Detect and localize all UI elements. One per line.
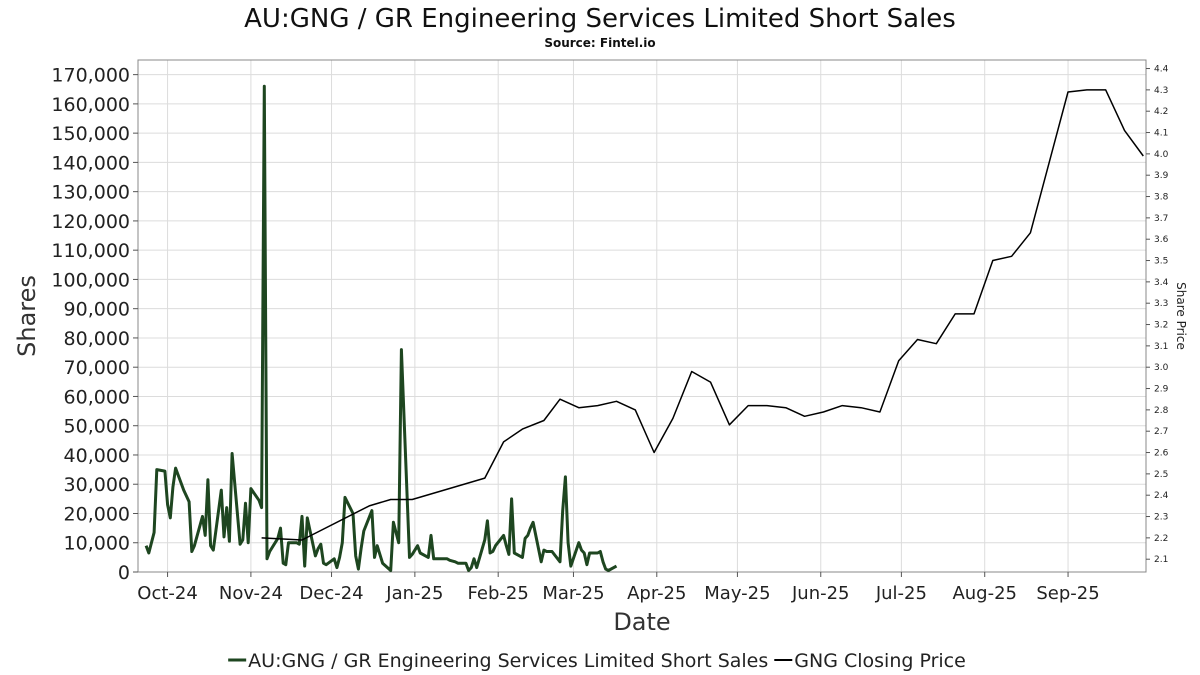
x-tick-label: Mar-25 xyxy=(542,583,604,604)
x-tick-label: Jun-25 xyxy=(791,583,850,604)
y2-tick-label: 2.1 xyxy=(1154,555,1168,565)
y2-tick-label: 2.2 xyxy=(1154,534,1168,544)
x-tick-label: Feb-25 xyxy=(468,583,529,604)
y2-tick-label: 4.2 xyxy=(1154,107,1168,117)
x-axis-label: Date xyxy=(613,608,670,636)
y-tick-label: 130,000 xyxy=(51,182,130,204)
right-axis-ticks: 2.1 2.2 2.3 2.4 2.5 2.6 2.7 2.8 2.9 3.0 3.1 3.2 3.3 3… xyxy=(1146,65,1169,565)
y2-tick-label: 3.6 xyxy=(1154,235,1169,245)
chart-title: AU:GNG / GR Engineering Services Limited… xyxy=(244,4,956,34)
y2-tick-label: 3.5 xyxy=(1154,257,1168,267)
chart-subtitle: Source: Fintel.io xyxy=(544,36,655,50)
x-tick-label: Jan-25 xyxy=(385,583,443,604)
y-tick-label: 0 xyxy=(118,562,130,584)
y-tick-label: 90,000 xyxy=(64,299,130,321)
y2-tick-label: 3.3 xyxy=(1154,299,1168,309)
y2-tick-label: 2.4 xyxy=(1154,491,1169,501)
y2-tick-label: 4.0 xyxy=(1154,150,1169,160)
y2-tick-label: 2.5 xyxy=(1154,470,1168,480)
x-tick-label: Sep-25 xyxy=(1036,583,1099,604)
x-tick-label: May-25 xyxy=(704,583,770,604)
y-tick-label: 80,000 xyxy=(64,328,130,350)
y-tick-label: 30,000 xyxy=(64,474,130,496)
y2-tick-label: 3.8 xyxy=(1154,193,1169,203)
y2-tick-label: 3.0 xyxy=(1154,363,1169,373)
y2-tick-label: 3.7 xyxy=(1154,214,1168,224)
y-tick-label: 160,000 xyxy=(51,94,130,116)
y-tick-label: 20,000 xyxy=(64,503,130,525)
short-sales-line xyxy=(144,84,618,572)
y2-tick-label: 2.6 xyxy=(1154,449,1169,459)
y2-tick-label: 4.4 xyxy=(1154,65,1169,75)
y2-tick-label: 4.1 xyxy=(1154,129,1168,139)
y-tick-label: 50,000 xyxy=(64,416,130,438)
x-tick-label: Nov-24 xyxy=(219,583,283,604)
legend-label: GNG Closing Price xyxy=(794,650,966,672)
y2-tick-label: 3.4 xyxy=(1154,278,1169,288)
y2-tick-label: 2.8 xyxy=(1154,406,1169,416)
y2-axis-label: Share Price xyxy=(1174,282,1188,350)
plot-area-frame xyxy=(137,59,1147,573)
y2-tick-label: 3.2 xyxy=(1154,321,1168,331)
x-tick-label: Aug-25 xyxy=(952,583,1017,604)
x-tick-label: Jul-25 xyxy=(875,583,927,604)
y-tick-label: 70,000 xyxy=(64,357,130,379)
x-tick-label: Apr-25 xyxy=(627,583,686,604)
grid-lines xyxy=(138,60,1146,573)
y2-tick-label: 2.7 xyxy=(1154,427,1168,437)
y-tick-label: 60,000 xyxy=(64,386,130,408)
series-layer xyxy=(144,84,1144,572)
x-axis-ticks: Oct-24 Nov-24 Dec-24 Jan-25 Feb-25 Mar-25 Apr-… xyxy=(137,572,1100,604)
closing-price-line xyxy=(261,89,1144,541)
y2-tick-label: 2.9 xyxy=(1154,385,1169,395)
y2-tick-label: 3.9 xyxy=(1154,171,1169,181)
y-tick-label: 170,000 xyxy=(51,65,130,87)
left-axis-ticks: 0 10,000 20,000 30,000 40,000 50,000 60,000 70,… xyxy=(51,65,138,584)
y-axis-label: Shares xyxy=(13,275,41,357)
y-tick-label: 110,000 xyxy=(51,240,130,262)
y-tick-label: 40,000 xyxy=(64,445,130,467)
legend-label: AU:GNG / GR Engineering Services Limited… xyxy=(248,650,768,672)
y-tick-label: 140,000 xyxy=(51,152,130,174)
legend: AU:GNG / GR Engineering Services Limited… xyxy=(228,650,966,672)
x-tick-label: Dec-24 xyxy=(299,583,363,604)
y2-tick-label: 3.1 xyxy=(1154,342,1168,352)
y2-tick-label: 4.3 xyxy=(1154,86,1168,96)
y-tick-label: 120,000 xyxy=(51,211,130,233)
y-tick-label: 100,000 xyxy=(51,269,130,291)
y-tick-label: 150,000 xyxy=(51,123,130,145)
x-tick-label: Oct-24 xyxy=(137,583,198,604)
y2-tick-label: 2.3 xyxy=(1154,513,1168,523)
y-tick-label: 10,000 xyxy=(64,533,130,555)
